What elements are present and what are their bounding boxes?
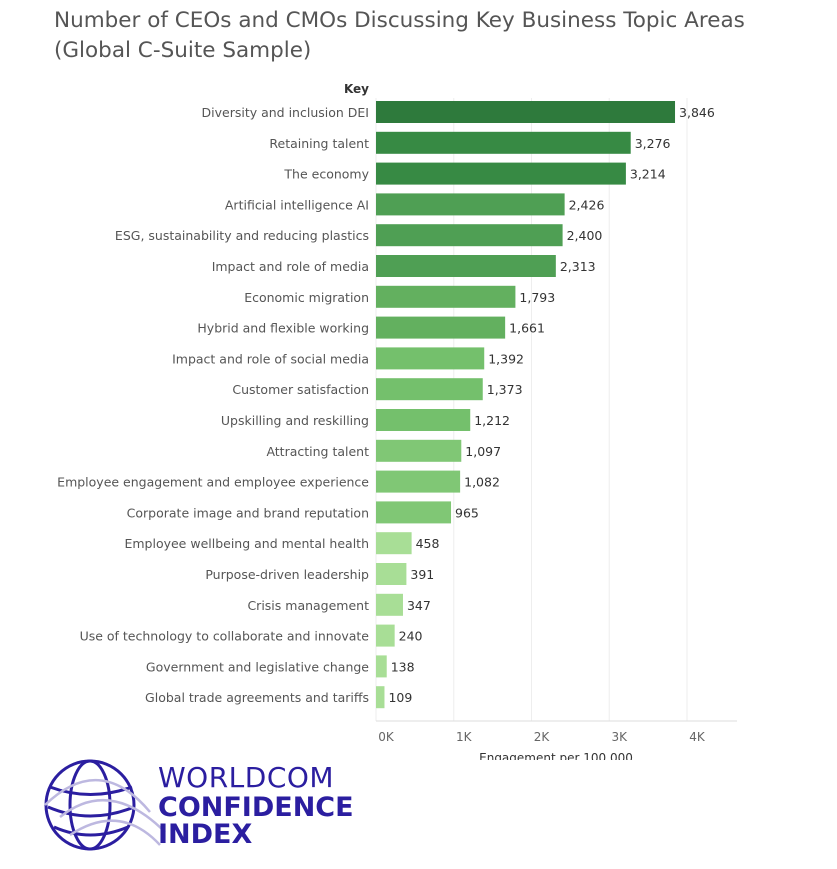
value-label: 3,276 bbox=[635, 136, 671, 151]
bar bbox=[376, 563, 407, 585]
value-label: 1,373 bbox=[487, 382, 523, 397]
bar bbox=[376, 162, 626, 185]
y-axis-label: Key bbox=[344, 82, 369, 96]
category-label: Government and legislative change bbox=[146, 659, 369, 674]
value-label: 458 bbox=[416, 536, 440, 551]
bar bbox=[376, 624, 395, 647]
logo-line3: INDEX bbox=[158, 819, 253, 850]
value-label: 109 bbox=[388, 690, 412, 705]
bar bbox=[376, 347, 485, 370]
category-label: Use of technology to collaborate and inn… bbox=[80, 629, 370, 644]
worldcom-globe-logo-icon bbox=[44, 759, 166, 851]
value-label: 965 bbox=[455, 505, 479, 520]
chart-title: Number of CEOs and CMOs Discussing Key B… bbox=[54, 6, 814, 66]
value-label: 1,212 bbox=[474, 413, 510, 428]
bar bbox=[376, 593, 403, 616]
logo-line2: CONFIDENCE bbox=[158, 792, 354, 823]
category-label: Attracting talent bbox=[266, 444, 369, 459]
value-label: 1,082 bbox=[464, 475, 500, 490]
category-label: Employee engagement and employee experie… bbox=[57, 475, 369, 490]
bar bbox=[376, 316, 506, 339]
bar bbox=[376, 285, 516, 308]
x-tick-label: 3K bbox=[611, 730, 628, 744]
value-labels: 3,846 3,276 3,214 2,426 2,400 2,313 1,793 1,661… bbox=[388, 105, 714, 705]
x-tick-label: 2K bbox=[534, 730, 551, 744]
category-label: Purpose-driven leadership bbox=[205, 567, 369, 582]
value-label: 1,793 bbox=[519, 290, 555, 305]
bar bbox=[376, 378, 483, 401]
category-label: ESG, sustainability and reducing plastic… bbox=[115, 228, 369, 243]
value-label: 1,097 bbox=[465, 444, 501, 459]
category-label: Crisis management bbox=[247, 598, 369, 613]
bar-chart: Key Diversity and inclusion DEI Retaining… bbox=[57, 82, 737, 760]
x-tick-label: 1K bbox=[456, 730, 473, 744]
category-label: Upskilling and reskilling bbox=[221, 413, 369, 428]
x-axis-ticks: 0K 1K 2K 3K 4K bbox=[378, 730, 706, 744]
x-axis-label: Engagement per 100,000 bbox=[479, 751, 633, 760]
worldcom-logo-text: WORLDCOM CONFIDENCE INDEX bbox=[158, 761, 354, 850]
category-label: Hybrid and flexible working bbox=[197, 321, 369, 336]
logo-line1: WORLDCOM bbox=[158, 761, 335, 794]
x-tick-label: 4K bbox=[689, 730, 706, 744]
category-label: Corporate image and brand reputation bbox=[127, 505, 369, 520]
category-label: Global trade agreements and tariffs bbox=[145, 690, 369, 705]
bar bbox=[376, 686, 385, 709]
value-label: 391 bbox=[410, 567, 434, 582]
bar bbox=[376, 409, 471, 431]
bar bbox=[376, 439, 462, 462]
value-label: 1,661 bbox=[509, 321, 545, 336]
x-tick-label: 0K bbox=[378, 730, 395, 744]
chart-title-line2: (Global C-Suite Sample) bbox=[54, 38, 312, 63]
category-label: Customer satisfaction bbox=[232, 382, 369, 397]
category-label: Artificial intelligence AI bbox=[225, 197, 369, 212]
category-label: Retaining talent bbox=[269, 136, 369, 151]
chart-title-line1: Number of CEOs and CMOs Discussing Key B… bbox=[54, 8, 745, 33]
bar bbox=[376, 255, 556, 277]
value-label: 3,846 bbox=[679, 105, 715, 120]
value-label: 2,426 bbox=[569, 197, 605, 212]
bar bbox=[376, 655, 387, 678]
bars bbox=[376, 101, 676, 709]
bar bbox=[376, 532, 412, 555]
category-label: Impact and role of social media bbox=[172, 351, 369, 366]
value-label: 3,214 bbox=[630, 167, 666, 182]
value-label: 240 bbox=[399, 629, 423, 644]
bar bbox=[376, 193, 565, 216]
category-labels: Diversity and inclusion DEI Retaining tal… bbox=[57, 105, 369, 705]
bar bbox=[376, 101, 676, 123]
value-label: 347 bbox=[407, 598, 431, 613]
bar bbox=[376, 224, 563, 247]
category-label: Employee wellbeing and mental health bbox=[124, 536, 369, 551]
value-label: 1,392 bbox=[488, 351, 524, 366]
value-label: 138 bbox=[391, 659, 415, 674]
category-label: Diversity and inclusion DEI bbox=[202, 105, 369, 120]
category-label: The economy bbox=[283, 167, 369, 182]
value-label: 2,313 bbox=[560, 259, 596, 274]
bar bbox=[376, 470, 461, 493]
category-label: Economic migration bbox=[244, 290, 369, 305]
value-label: 2,400 bbox=[567, 228, 603, 243]
bar bbox=[376, 501, 452, 524]
bar bbox=[376, 131, 631, 154]
category-label: Impact and role of media bbox=[212, 259, 369, 274]
